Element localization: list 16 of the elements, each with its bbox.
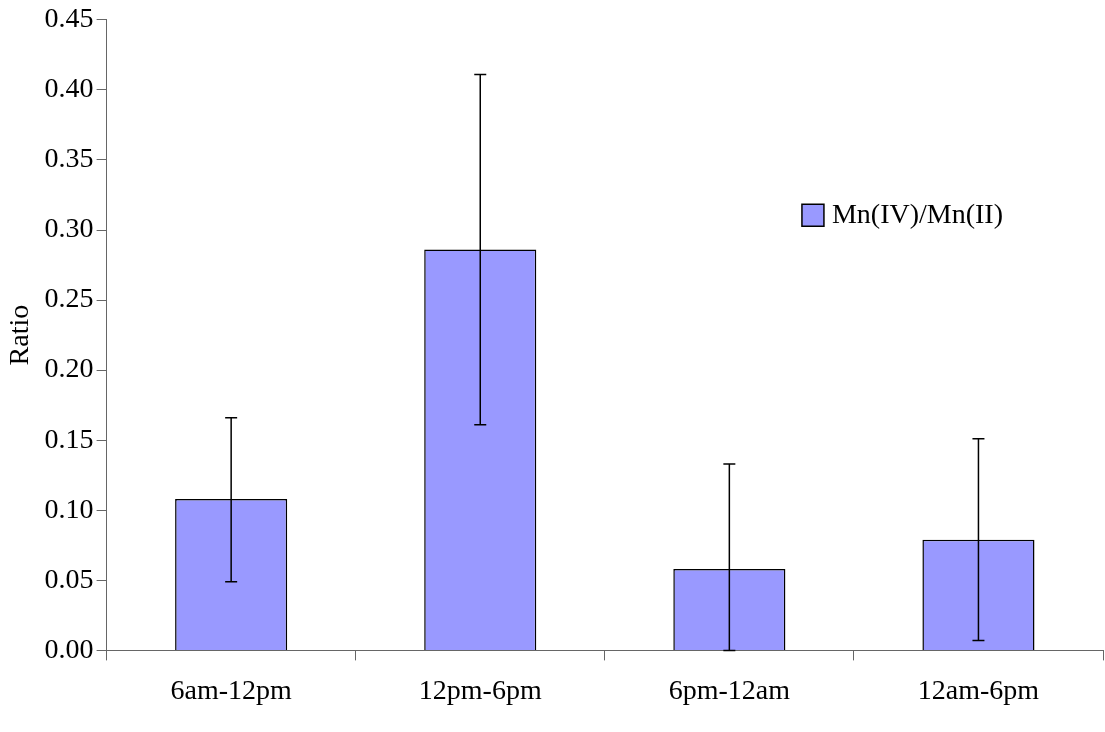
y-tick-label: 0.45	[44, 2, 94, 34]
y-tick-label: 0.30	[44, 212, 94, 244]
y-tick-label: 0.20	[44, 352, 94, 384]
y-axis-title: Ratio	[3, 304, 35, 366]
y-tick-label: 0.40	[44, 72, 94, 104]
y-tick-label: 0.25	[44, 282, 94, 314]
x-tick-label: 6pm-12am	[668, 673, 791, 705]
y-tick-label: 0.15	[44, 422, 94, 454]
y-tick-label: 0.00	[44, 632, 94, 664]
y-tick-label: 0.35	[44, 142, 94, 174]
legend-label: Mn(IV)/Mn(II)	[831, 197, 1003, 229]
x-tick-label: 12pm-6pm	[418, 673, 542, 705]
x-tick-label: 6am-12pm	[170, 673, 293, 705]
y-tick-label: 0.05	[44, 562, 94, 594]
y-tick-label: 0.10	[44, 492, 94, 524]
x-tick-label: 12am-6pm	[917, 673, 1040, 705]
